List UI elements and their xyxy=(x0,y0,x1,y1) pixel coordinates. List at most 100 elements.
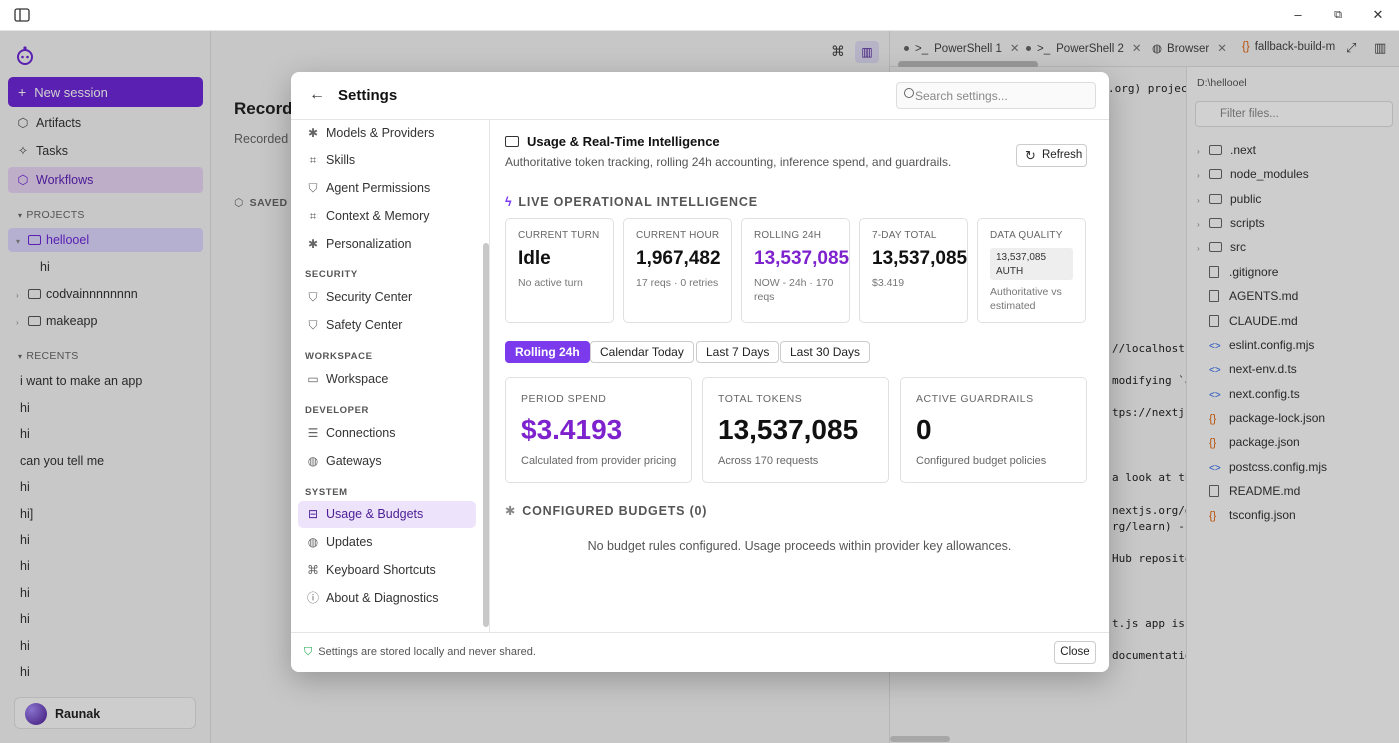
settings-nav-usage-budgets[interactable]: ⊟ Usage & Budgets xyxy=(298,501,476,528)
recent-item[interactable]: hi xyxy=(20,401,30,415)
file-item[interactable]: {} package-lock.json xyxy=(1209,411,1326,425)
settings-nav-connections[interactable]: ☰ Connections xyxy=(298,420,476,447)
recent-item[interactable]: can you tell me xyxy=(20,454,105,468)
command-icon[interactable]: ⌘ xyxy=(831,43,845,59)
file-item[interactable]: {} package.json xyxy=(1209,435,1300,449)
file-icon xyxy=(1209,266,1219,278)
settings-footer: ⛉ Settings are stored locally and never s… xyxy=(291,632,1109,672)
sidebar-item-tasks[interactable]: ✧ Tasks xyxy=(8,138,203,164)
sparkle-icon: ✱ xyxy=(505,504,517,518)
file-item[interactable]: › public xyxy=(1197,192,1262,206)
file-item[interactable]: .gitignore xyxy=(1209,265,1278,279)
search-icon xyxy=(904,88,914,98)
file-item[interactable]: <> eslint.config.mjs xyxy=(1209,338,1315,352)
recent-item[interactable]: hi xyxy=(20,665,30,679)
recent-item[interactable]: hi xyxy=(20,533,30,547)
cpu-icon: ⌗ xyxy=(309,209,317,223)
range-last-7-days[interactable]: Last 7 Days xyxy=(696,341,780,363)
file-item[interactable]: <> next.config.ts xyxy=(1209,387,1300,401)
file-item[interactable]: › .next xyxy=(1197,143,1257,157)
status-dot xyxy=(1026,46,1031,51)
file-item[interactable]: {} tsconfig.json xyxy=(1209,508,1296,522)
settings-nav-safety-center[interactable]: ⛉ Safety Center xyxy=(298,312,476,339)
restore-button[interactable]: ⧉ xyxy=(1334,9,1342,21)
cpu-icon: ⌗ xyxy=(309,153,317,167)
file-item[interactable]: <> postcss.config.mjs xyxy=(1209,460,1328,474)
tab-browser[interactable]: ◍ Browser ✕ xyxy=(1152,43,1227,55)
tab-fallback-build[interactable]: {} fallback-build-m xyxy=(1242,41,1336,53)
globe-icon: ◍ xyxy=(307,454,319,468)
settings-nav-gateways[interactable]: ◍ Gateways xyxy=(298,448,476,475)
minimize-button[interactable]: – xyxy=(1294,7,1302,22)
project-codvainnnnnnnn[interactable]: › codvainnnnnnnn xyxy=(16,287,138,301)
settings-title: Settings xyxy=(338,87,398,104)
projects-header[interactable]: ▾ PROJECTS xyxy=(18,209,85,221)
metric-card-7day-total: 7-DAY TOTAL 13,537,085 $3.419 xyxy=(859,218,968,323)
sidebar-item-workflows[interactable]: ⬡ Workflows xyxy=(8,167,203,193)
recents-header[interactable]: ▾ RECENTS xyxy=(18,350,79,362)
file-item[interactable]: <> next-env.d.ts xyxy=(1209,362,1297,376)
settings-nav-keyboard-shortcuts[interactable]: ⌘ Keyboard Shortcuts xyxy=(298,557,476,584)
recent-item[interactable]: hi xyxy=(20,427,30,441)
project-session-hi[interactable]: hi xyxy=(40,260,50,274)
panel-toggle-icon[interactable]: ▥ xyxy=(855,41,879,63)
close-button[interactable]: Close xyxy=(1054,641,1096,664)
recent-item[interactable]: hi] xyxy=(20,507,34,521)
close-icon[interactable]: ✕ xyxy=(1131,43,1142,55)
file-item[interactable]: AGENTS.md xyxy=(1209,289,1298,303)
user-profile-button[interactable]: Raunak xyxy=(14,697,196,729)
project-makeapp[interactable]: › makeapp xyxy=(16,314,98,328)
new-session-button[interactable]: + New session xyxy=(8,77,203,107)
recent-item[interactable]: hi xyxy=(20,586,30,600)
refresh-button[interactable]: ↻ Refresh xyxy=(1016,144,1087,167)
sidebar-toggle-icon[interactable] xyxy=(14,8,30,22)
settings-nav-workspace[interactable]: ▭ Workspace xyxy=(298,366,476,393)
folder-icon xyxy=(1209,169,1222,179)
range-last-30-days[interactable]: Last 30 Days xyxy=(780,341,871,363)
recent-item[interactable]: hi xyxy=(20,559,30,573)
close-icon[interactable]: ✕ xyxy=(1009,43,1020,55)
settings-nav-skills[interactable]: ⌗ Skills xyxy=(298,147,476,174)
settings-search-input[interactable]: Search settings... xyxy=(896,82,1096,109)
range-rolling-24h[interactable]: Rolling 24h xyxy=(505,341,590,363)
recent-item[interactable]: hi xyxy=(20,612,30,626)
tab-powershell-2[interactable]: >_ PowerShell 2 ✕ xyxy=(1026,41,1142,55)
metric-card-rolling-24h: ROLLING 24H 13,537,085 NOW - 24h · 170 r… xyxy=(741,218,850,323)
range-calendar-today[interactable]: Calendar Today xyxy=(590,341,694,363)
file-item[interactable]: CLAUDE.md xyxy=(1209,314,1298,328)
settings-nav-personalization[interactable]: ✱ Personalization xyxy=(298,231,476,258)
settings-nav-about-diagnostics[interactable]: ⓘ About & Diagnostics xyxy=(298,585,476,612)
file-item[interactable]: › src xyxy=(1197,240,1246,254)
file-item[interactable]: › node_modules xyxy=(1197,167,1309,181)
recent-item[interactable]: i want to make an app xyxy=(20,374,143,388)
settings-nav-updates[interactable]: ◍ Updates xyxy=(298,529,476,556)
file-item[interactable]: › scripts xyxy=(1197,216,1265,230)
filter-files-input[interactable]: Filter files... xyxy=(1195,101,1393,127)
terminal-scrollbar[interactable] xyxy=(890,736,950,742)
globe-icon: ◍ xyxy=(1152,43,1163,55)
plus-icon: + xyxy=(18,84,27,100)
project-hellooel[interactable]: ▾ hellooel xyxy=(8,228,203,252)
sidebar-item-artifacts[interactable]: ⬡ Artifacts xyxy=(8,110,203,136)
folder-icon xyxy=(1209,194,1222,204)
panel-toggle-icon[interactable]: ▥ xyxy=(1374,40,1387,55)
back-arrow-icon[interactable]: ← xyxy=(309,86,325,103)
tab-powershell-1[interactable]: >_ PowerShell 1 ✕ xyxy=(904,41,1020,55)
settings-nav-security-center[interactable]: ⛉ Security Center xyxy=(298,284,476,311)
bolt-icon: ϟ xyxy=(505,195,513,209)
code-icon: <> xyxy=(1209,341,1221,352)
tabs-scrollbar[interactable] xyxy=(898,61,1038,68)
settings-nav-context-memory[interactable]: ⌗ Context & Memory xyxy=(298,203,476,230)
settings-nav-agent-permissions[interactable]: ⛉ Agent Permissions xyxy=(298,175,476,202)
expand-icon[interactable]: ⤢ xyxy=(1346,40,1357,55)
file-item[interactable]: README.md xyxy=(1209,484,1300,498)
file-explorer: D:\hellooel Filter files... › .next › node… xyxy=(1186,67,1399,743)
settings-section-workspace: WORKSPACE xyxy=(305,351,373,362)
code-icon: <> xyxy=(1209,365,1221,376)
settings-nav-scrollbar[interactable] xyxy=(483,243,489,627)
settings-nav-models-providers[interactable]: ✱ Models & Providers xyxy=(298,120,476,147)
close-icon[interactable]: ✕ xyxy=(1217,43,1227,55)
recent-item[interactable]: hi xyxy=(20,639,30,653)
recent-item[interactable]: hi xyxy=(20,480,30,494)
close-window-button[interactable]: ✕ xyxy=(1372,7,1384,22)
